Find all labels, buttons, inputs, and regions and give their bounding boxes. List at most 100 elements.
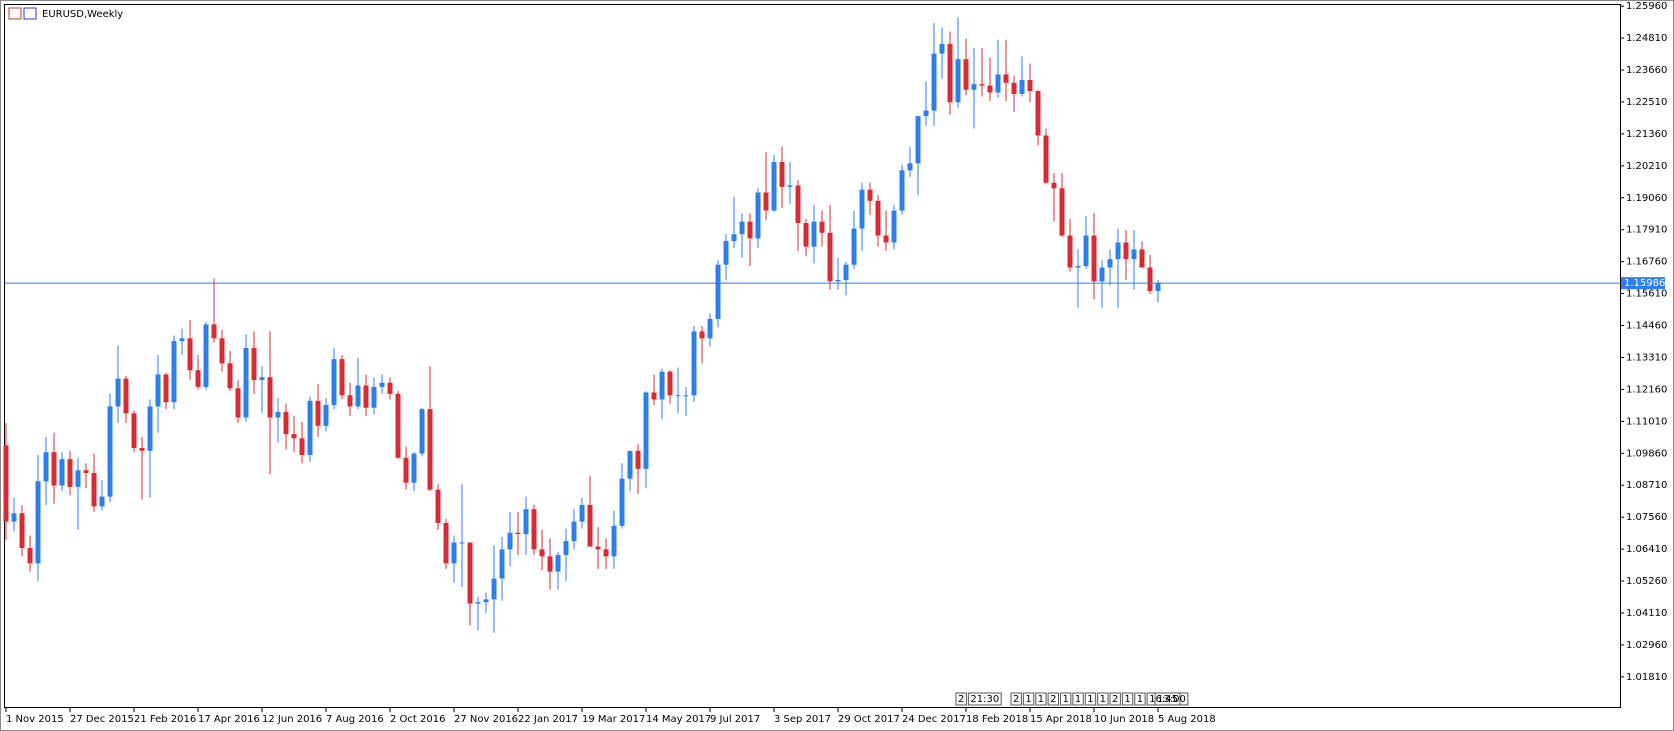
candle-body	[1003, 74, 1009, 83]
x-tick-label: 27 Dec 2015	[70, 714, 134, 725]
event-marker: 21:30	[970, 694, 999, 705]
event-marker: 2	[1050, 694, 1056, 705]
y-tick-label: 1.08710	[1626, 480, 1667, 491]
y-tick-label: 1.01810	[1626, 672, 1667, 683]
candle-body	[51, 452, 57, 486]
candle-body	[1043, 135, 1049, 183]
candle-body	[595, 546, 601, 550]
candle-body	[835, 279, 841, 282]
candle-body	[379, 382, 385, 387]
event-marker: 1	[1038, 694, 1044, 705]
candle-body	[427, 409, 433, 490]
candle-body	[203, 324, 209, 387]
candle-body	[1091, 235, 1097, 282]
candle-body	[819, 221, 825, 233]
event-marker: 2	[1112, 694, 1118, 705]
x-tick-label: 3 Sep 2017	[774, 714, 831, 725]
event-marker: 1	[1025, 694, 1031, 705]
y-tick-label: 1.13310	[1626, 352, 1667, 363]
event-marker: 1	[1124, 694, 1130, 705]
candle-body	[395, 393, 401, 458]
candle-body	[3, 445, 9, 522]
candle-body	[731, 234, 737, 242]
y-tick-label: 1.17910	[1626, 225, 1667, 236]
x-tick-label: 15 Apr 2018	[1030, 714, 1092, 725]
candle-body	[747, 221, 753, 239]
x-tick-label: 5 Aug 2018	[1158, 714, 1216, 725]
candle-body	[827, 232, 833, 282]
candle-body	[435, 489, 441, 524]
candle-body	[283, 411, 289, 435]
candle-body	[531, 509, 537, 550]
candle-body	[115, 378, 121, 407]
x-tick-label: 2 Oct 2016	[390, 714, 445, 725]
candle-body	[1051, 182, 1057, 189]
candle-body	[979, 84, 985, 86]
event-marker-box	[1072, 692, 1084, 706]
candle-body	[1115, 242, 1121, 260]
candle-body	[755, 192, 761, 239]
symbol-icon	[8, 7, 22, 20]
candle-body	[571, 521, 577, 542]
candle-body	[1139, 249, 1145, 268]
candle-body	[651, 392, 657, 400]
candle-body	[291, 434, 297, 439]
candle-body	[619, 478, 625, 526]
candle-body	[99, 496, 105, 507]
x-tick-label: 29 Oct 2017	[838, 714, 900, 725]
candle-body	[451, 542, 457, 564]
x-tick-label: 1 Nov 2015	[6, 714, 64, 725]
x-tick-label: 18 Feb 2018	[966, 714, 1028, 725]
candle-body	[1075, 266, 1081, 268]
candle-body	[243, 348, 249, 418]
candle-body	[579, 504, 585, 522]
candle-body	[1027, 79, 1033, 92]
candle-body	[419, 409, 425, 454]
candle-body	[971, 84, 977, 90]
y-tick-label: 1.23660	[1626, 65, 1667, 76]
y-tick-label: 1.09860	[1626, 448, 1667, 459]
y-tick-label: 1.05260	[1626, 576, 1667, 587]
event-marker-box	[955, 692, 967, 706]
x-tick-label: 22 Jan 2017	[518, 714, 578, 725]
x-tick-label: 7 Aug 2016	[326, 714, 384, 725]
y-tick-label: 1.14460	[1626, 321, 1667, 332]
y-tick-label: 1.04110	[1626, 608, 1667, 619]
candle-body	[179, 338, 185, 342]
candle-body	[883, 235, 889, 243]
candle-body	[275, 411, 281, 418]
x-tick-label: 21 Feb 2016	[134, 714, 196, 725]
plot-frame	[4, 4, 1621, 708]
candle-body	[155, 374, 161, 407]
candle-body	[675, 395, 681, 397]
candle-body	[643, 392, 649, 469]
event-marker: 1	[1063, 694, 1069, 705]
candle-body	[723, 241, 729, 265]
candle-body	[323, 404, 329, 426]
event-marker: 13:00	[1157, 694, 1186, 705]
x-tick-label: 24 Dec 2017	[902, 714, 966, 725]
event-marker-box	[1097, 692, 1109, 706]
y-tick-label: 1.24810	[1626, 33, 1667, 44]
candle-body	[1035, 91, 1041, 136]
x-tick-label: 10 Jun 2018	[1094, 714, 1154, 725]
candle-body	[75, 470, 81, 487]
candle-body	[795, 185, 801, 224]
candle-body	[811, 221, 817, 247]
candle-body	[1123, 242, 1129, 260]
candle-body	[227, 363, 233, 389]
candle-body	[499, 549, 505, 579]
candle-body	[667, 371, 673, 396]
candle-body	[19, 513, 25, 549]
candle-body	[1059, 188, 1065, 236]
candle-body	[211, 324, 217, 339]
candle-body	[803, 223, 809, 247]
candle-body	[387, 382, 393, 394]
candle-body	[659, 371, 665, 400]
candle-body	[475, 602, 481, 604]
candle-body	[691, 331, 697, 396]
event-marker-box	[1010, 692, 1022, 706]
candle-body	[483, 599, 489, 603]
